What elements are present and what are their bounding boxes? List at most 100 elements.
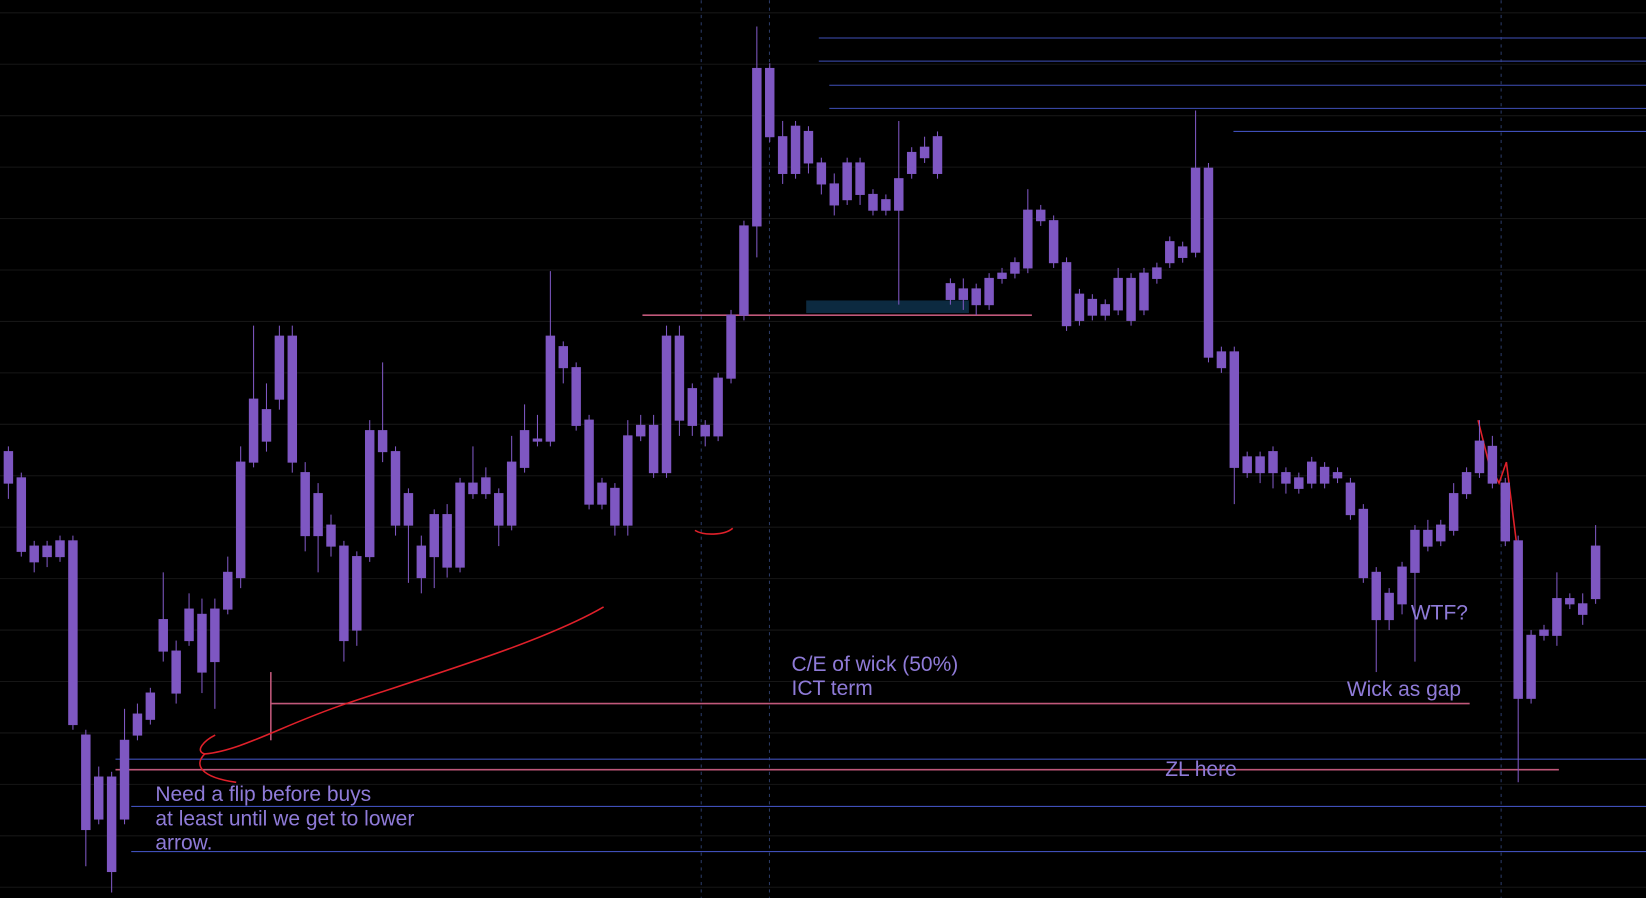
candle-body xyxy=(235,461,246,579)
candle-body xyxy=(1023,209,1033,269)
candle-body xyxy=(571,367,581,426)
candle-body xyxy=(506,461,517,526)
candle-body xyxy=(481,477,491,495)
candle-body xyxy=(700,424,710,437)
candle-body xyxy=(3,451,14,484)
candle-body xyxy=(726,314,736,379)
candle-body xyxy=(442,514,452,568)
candle-body xyxy=(1152,267,1162,279)
candle-body xyxy=(1423,529,1433,547)
candle-body xyxy=(739,225,749,316)
candle-body xyxy=(945,283,956,300)
candle-body xyxy=(610,487,620,526)
candle-body xyxy=(1203,167,1214,358)
candle-body xyxy=(132,713,143,736)
candle-body xyxy=(68,540,78,726)
candle-body xyxy=(997,272,1007,279)
candle-body xyxy=(777,136,788,174)
candle-body xyxy=(390,451,401,526)
candle-body xyxy=(416,545,427,579)
candle-body xyxy=(1165,241,1175,264)
annotations: C/E of wick (50%) ICT term Wick as gap Z… xyxy=(155,602,1468,855)
annotation: Need a flip before buys xyxy=(155,783,371,806)
candle-body xyxy=(1500,482,1511,542)
candle-body xyxy=(94,776,104,820)
candle-body xyxy=(106,776,117,873)
candle-body xyxy=(1255,456,1265,474)
candle-body xyxy=(287,335,298,463)
candle-body xyxy=(1397,566,1407,605)
candle-body xyxy=(1229,351,1240,468)
gap-box xyxy=(806,300,969,314)
candle-body xyxy=(661,335,672,474)
candles xyxy=(3,26,1601,893)
candle-body xyxy=(816,162,827,185)
candle-body xyxy=(1010,262,1020,274)
candle-body xyxy=(119,739,130,820)
candle-body xyxy=(519,430,530,468)
candle-body xyxy=(855,162,865,195)
candle-body xyxy=(429,514,439,558)
candle-body xyxy=(468,482,478,495)
candle-body xyxy=(597,482,607,505)
candle-body xyxy=(455,482,465,568)
candle-body xyxy=(1461,472,1472,495)
candle-body xyxy=(1100,304,1110,316)
candle-body xyxy=(1539,629,1549,636)
candle-body xyxy=(1074,293,1085,321)
candle-body xyxy=(1087,298,1098,316)
session-lines xyxy=(700,0,1502,898)
candle-body xyxy=(145,692,156,720)
candle-body xyxy=(364,430,375,558)
candle-body xyxy=(1487,445,1498,484)
candle-body xyxy=(984,277,994,306)
candle-body xyxy=(1126,277,1136,321)
candle-body xyxy=(958,288,969,300)
candle-body xyxy=(765,67,775,138)
candle-body xyxy=(868,193,878,211)
candle-body xyxy=(42,545,52,558)
candle-body xyxy=(648,424,659,474)
level-lines xyxy=(115,37,1646,853)
candle-body xyxy=(223,571,233,610)
candle-body xyxy=(752,67,762,227)
candle-body xyxy=(1242,456,1252,474)
candle-body xyxy=(16,477,27,552)
candle-body xyxy=(1384,592,1394,621)
candle-body xyxy=(545,335,556,442)
candle-body xyxy=(403,493,414,526)
annotation: C/E of wick (50%) xyxy=(792,653,959,676)
candle-body xyxy=(532,438,543,442)
candle-body xyxy=(713,377,723,437)
candle-body xyxy=(971,288,981,306)
annotation: at least until we get to lower xyxy=(155,807,414,830)
candle-body xyxy=(158,619,168,652)
candle-body xyxy=(1577,603,1588,615)
candle-body xyxy=(1268,451,1278,474)
candle-body xyxy=(339,545,349,642)
candle-body xyxy=(1294,477,1304,489)
candle-body xyxy=(635,424,646,437)
candle-body xyxy=(1552,598,1562,636)
annotation: Wick as gap xyxy=(1347,678,1461,701)
candle-body xyxy=(1036,209,1046,222)
candle-body xyxy=(377,430,388,453)
candle-body xyxy=(919,146,930,159)
candle-body xyxy=(184,608,194,642)
candle-body xyxy=(1190,167,1201,253)
candle-body xyxy=(29,545,39,563)
candle-body xyxy=(313,493,323,537)
annotation: WTF? xyxy=(1411,602,1468,625)
candle-body xyxy=(274,335,285,400)
candle-body xyxy=(197,613,207,673)
candle-body xyxy=(1345,482,1356,516)
candle-body xyxy=(1410,529,1420,573)
candle-body xyxy=(803,130,814,164)
candle-body xyxy=(829,183,839,206)
candle-body xyxy=(674,335,685,421)
candle-body xyxy=(932,136,943,174)
candle-body xyxy=(1590,545,1601,600)
candle-body xyxy=(1061,262,1072,327)
